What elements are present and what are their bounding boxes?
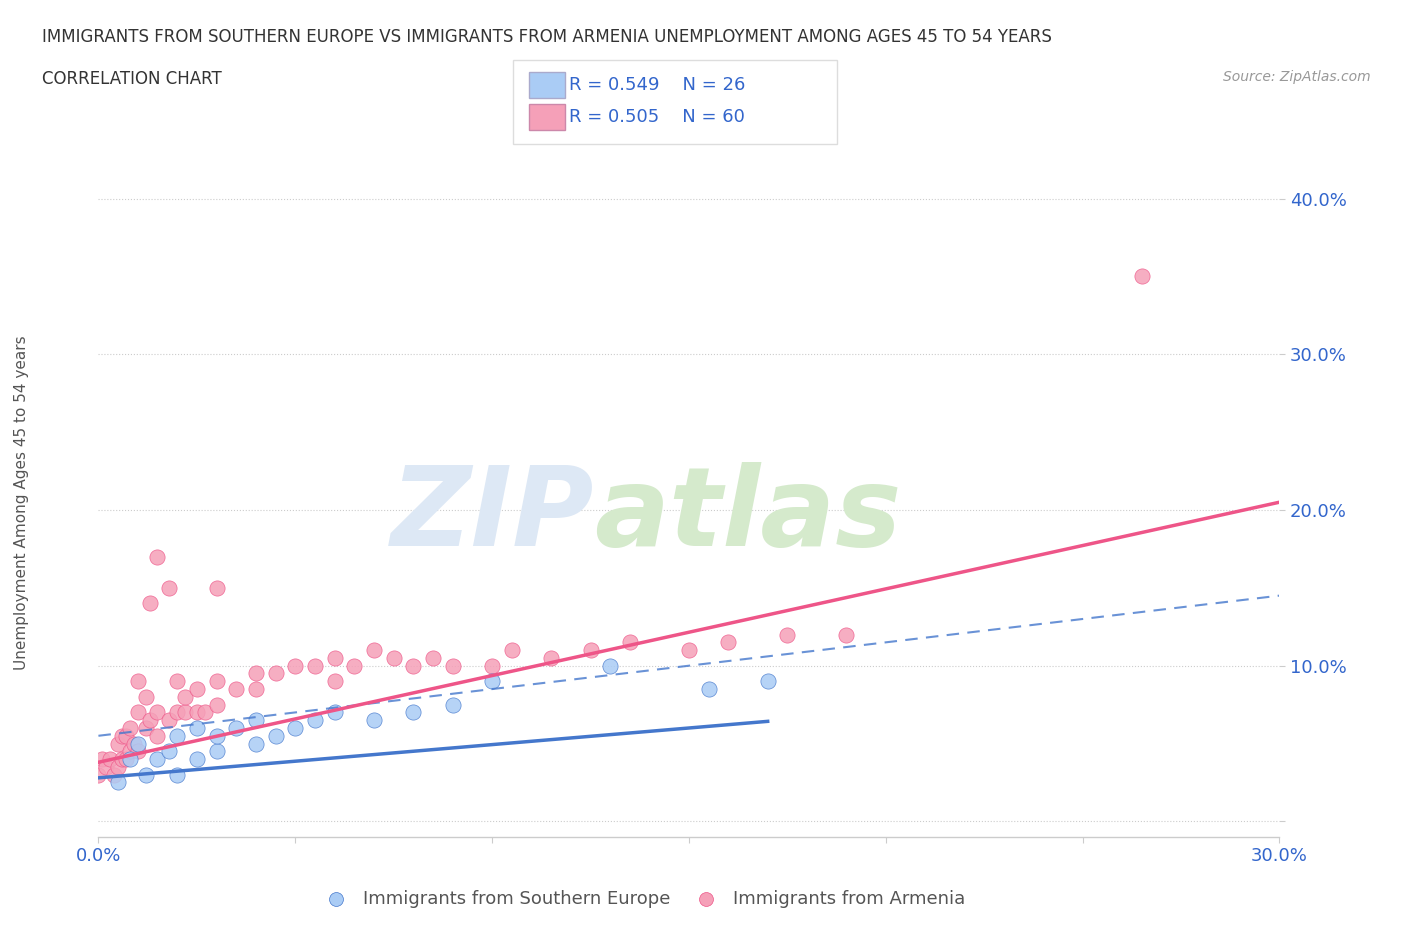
Point (422, 650, 444, 665)
Point (127, 705, 149, 720)
Point (146, 751, 169, 766)
Point (118, 744, 141, 759)
Point (157, 744, 180, 759)
Point (363, 712, 385, 727)
Point (107, 737, 129, 751)
Point (599, 658, 621, 673)
Text: R = 0.505    N = 60: R = 0.505 N = 60 (569, 108, 745, 126)
Point (205, 674, 228, 689)
Point (441, 658, 464, 673)
Point (205, 744, 228, 759)
Point (107, 760, 129, 775)
Point (619, 635, 641, 650)
Point (127, 744, 149, 759)
Point (579, 643, 602, 658)
Point (402, 658, 425, 673)
Point (103, 767, 125, 782)
Point (135, 767, 157, 782)
Point (343, 658, 366, 673)
Point (363, 643, 385, 658)
Text: Unemployment Among Ages 45 to 54 years: Unemployment Among Ages 45 to 54 years (14, 335, 28, 670)
Point (697, 682, 720, 697)
Point (540, 650, 562, 665)
Point (98, 751, 121, 766)
Point (87, 767, 110, 782)
Point (111, 728, 134, 743)
Point (115, 728, 138, 743)
Point (186, 705, 208, 720)
Point (481, 674, 503, 689)
Point (245, 737, 267, 751)
Legend: Immigrants from Southern Europe, Immigrants from Armenia: Immigrants from Southern Europe, Immigra… (311, 883, 973, 915)
Point (245, 666, 267, 681)
Point (304, 712, 326, 727)
Point (118, 751, 141, 766)
Point (186, 682, 208, 697)
Point (166, 705, 188, 720)
Point (118, 721, 141, 736)
Point (96, 760, 118, 775)
Point (776, 627, 799, 642)
Point (138, 596, 160, 611)
Point (122, 737, 145, 751)
Text: atlas: atlas (595, 462, 901, 569)
Point (323, 705, 346, 720)
Point (194, 705, 217, 720)
Point (146, 705, 169, 720)
Point (284, 658, 307, 673)
Point (441, 698, 464, 712)
Point (756, 674, 779, 689)
Point (481, 658, 503, 673)
Point (205, 580, 228, 595)
Point (225, 721, 247, 736)
Point (245, 712, 267, 727)
Text: R = 0.549    N = 26: R = 0.549 N = 26 (569, 75, 745, 94)
Point (205, 698, 228, 712)
Point (402, 705, 425, 720)
Point (157, 580, 180, 595)
Point (166, 728, 188, 743)
Point (186, 721, 208, 736)
Point (186, 751, 208, 766)
Text: Source: ZipAtlas.com: Source: ZipAtlas.com (1223, 70, 1371, 84)
Point (157, 712, 180, 727)
Point (323, 674, 346, 689)
Point (166, 767, 188, 782)
Point (146, 728, 169, 743)
Point (107, 775, 129, 790)
Point (127, 737, 149, 751)
Point (111, 751, 134, 766)
Point (127, 674, 149, 689)
Point (174, 705, 197, 720)
Point (678, 643, 700, 658)
Point (323, 650, 346, 665)
Point (304, 658, 326, 673)
Point (284, 721, 307, 736)
Point (264, 666, 287, 681)
Text: CORRELATION CHART: CORRELATION CHART (42, 70, 222, 87)
Point (245, 682, 267, 697)
Point (135, 689, 157, 704)
Point (1130, 269, 1153, 284)
Point (382, 650, 405, 665)
Point (135, 721, 157, 736)
Point (717, 635, 740, 650)
Point (501, 643, 523, 658)
Point (146, 550, 169, 565)
Point (225, 682, 247, 697)
Point (174, 689, 197, 704)
Point (205, 728, 228, 743)
Point (166, 674, 188, 689)
Text: ZIP: ZIP (391, 462, 595, 569)
Point (264, 728, 287, 743)
Text: IMMIGRANTS FROM SOUTHERN EUROPE VS IMMIGRANTS FROM ARMENIA UNEMPLOYMENT AMONG AG: IMMIGRANTS FROM SOUTHERN EUROPE VS IMMIG… (42, 28, 1052, 46)
Point (91, 751, 114, 766)
Point (115, 751, 138, 766)
Point (835, 627, 858, 642)
Point (138, 712, 160, 727)
